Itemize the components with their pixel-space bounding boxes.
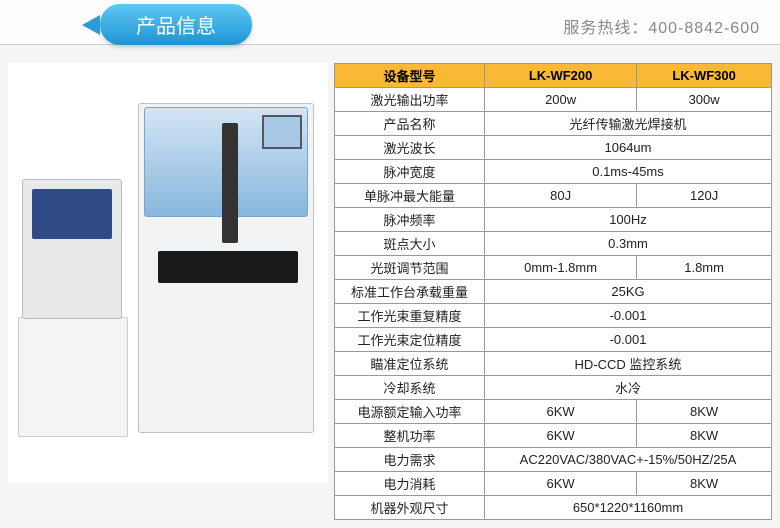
table-row: 光斑调节范围0mm-1.8mm1.8mm [335, 256, 772, 280]
header-param: 设备型号 [335, 64, 485, 88]
spec-table: 设备型号LK-WF200LK-WF300激光输出功率200w300w产品名称光纤… [334, 63, 772, 520]
header-model-a: LK-WF200 [485, 64, 637, 88]
hotline: 服务热线：400-8842-600 [563, 14, 760, 38]
row-label: 工作光束定位精度 [335, 328, 485, 352]
row-value: HD-CCD 监控系统 [485, 352, 772, 376]
row-label: 单脉冲最大能量 [335, 184, 485, 208]
row-label: 瞄准定位系统 [335, 352, 485, 376]
header-model-b: LK-WF300 [637, 64, 772, 88]
row-label: 机器外观尺寸 [335, 496, 485, 520]
row-value: 650*1220*1160mm [485, 496, 772, 520]
machine-illustration [18, 83, 318, 463]
row-label: 电力消耗 [335, 472, 485, 496]
row-label: 脉冲宽度 [335, 160, 485, 184]
table-row: 电力消耗6KW8KW [335, 472, 772, 496]
table-row: 激光输出功率200w300w [335, 88, 772, 112]
row-label: 光斑调节范围 [335, 256, 485, 280]
table-row: 脉冲宽度0.1ms-45ms [335, 160, 772, 184]
table-row: 整机功率6KW8KW [335, 424, 772, 448]
row-label: 激光输出功率 [335, 88, 485, 112]
product-image [8, 63, 328, 483]
hotline-label: 服务热线： [563, 20, 648, 37]
hotline-number: 400-8842-600 [648, 20, 760, 37]
row-value: 光纤传输激光焊接机 [485, 112, 772, 136]
row-label: 冷却系统 [335, 376, 485, 400]
row-value-b: 8KW [637, 424, 772, 448]
table-row: 激光波长1064um [335, 136, 772, 160]
row-value: 0.3mm [485, 232, 772, 256]
row-value: 25KG [485, 280, 772, 304]
row-label: 电力需求 [335, 448, 485, 472]
table-row: 脉冲频率100Hz [335, 208, 772, 232]
row-value-a: 200w [485, 88, 637, 112]
row-value-a: 80J [485, 184, 637, 208]
table-row: 标准工作台承载重量25KG [335, 280, 772, 304]
row-value: 1064um [485, 136, 772, 160]
row-value-a: 6KW [485, 424, 637, 448]
row-label: 标准工作台承载重量 [335, 280, 485, 304]
row-label: 斑点大小 [335, 232, 485, 256]
row-value-b: 8KW [637, 472, 772, 496]
row-value-b: 8KW [637, 400, 772, 424]
page-title-ribbon: 产品信息 [100, 4, 252, 45]
table-row: 机器外观尺寸650*1220*1160mm [335, 496, 772, 520]
table-row: 单脉冲最大能量80J120J [335, 184, 772, 208]
page-title: 产品信息 [136, 16, 216, 38]
row-value: 100Hz [485, 208, 772, 232]
row-label: 激光波长 [335, 136, 485, 160]
row-value-a: 6KW [485, 400, 637, 424]
header-bar: 产品信息 服务热线：400-8842-600 [0, 0, 780, 45]
row-value-b: 300w [637, 88, 772, 112]
row-value-b: 1.8mm [637, 256, 772, 280]
row-value: -0.001 [485, 328, 772, 352]
table-row: 冷却系统水冷 [335, 376, 772, 400]
row-value: -0.001 [485, 304, 772, 328]
row-label: 脉冲频率 [335, 208, 485, 232]
table-header-row: 设备型号LK-WF200LK-WF300 [335, 64, 772, 88]
row-value-b: 120J [637, 184, 772, 208]
row-value: 水冷 [485, 376, 772, 400]
table-row: 斑点大小0.3mm [335, 232, 772, 256]
row-label: 工作光束重复精度 [335, 304, 485, 328]
content-area: 设备型号LK-WF200LK-WF300激光输出功率200w300w产品名称光纤… [0, 45, 780, 528]
table-row: 瞄准定位系统HD-CCD 监控系统 [335, 352, 772, 376]
table-row: 工作光束定位精度-0.001 [335, 328, 772, 352]
row-value-a: 0mm-1.8mm [485, 256, 637, 280]
row-value: AC220VAC/380VAC+-15%/50HZ/25A [485, 448, 772, 472]
row-value-a: 6KW [485, 472, 637, 496]
table-row: 电力需求AC220VAC/380VAC+-15%/50HZ/25A [335, 448, 772, 472]
table-row: 电源额定输入功率6KW8KW [335, 400, 772, 424]
row-value: 0.1ms-45ms [485, 160, 772, 184]
spec-table-container: 设备型号LK-WF200LK-WF300激光输出功率200w300w产品名称光纤… [334, 63, 772, 520]
row-label: 整机功率 [335, 424, 485, 448]
row-label: 电源额定输入功率 [335, 400, 485, 424]
row-label: 产品名称 [335, 112, 485, 136]
table-row: 工作光束重复精度-0.001 [335, 304, 772, 328]
table-row: 产品名称光纤传输激光焊接机 [335, 112, 772, 136]
